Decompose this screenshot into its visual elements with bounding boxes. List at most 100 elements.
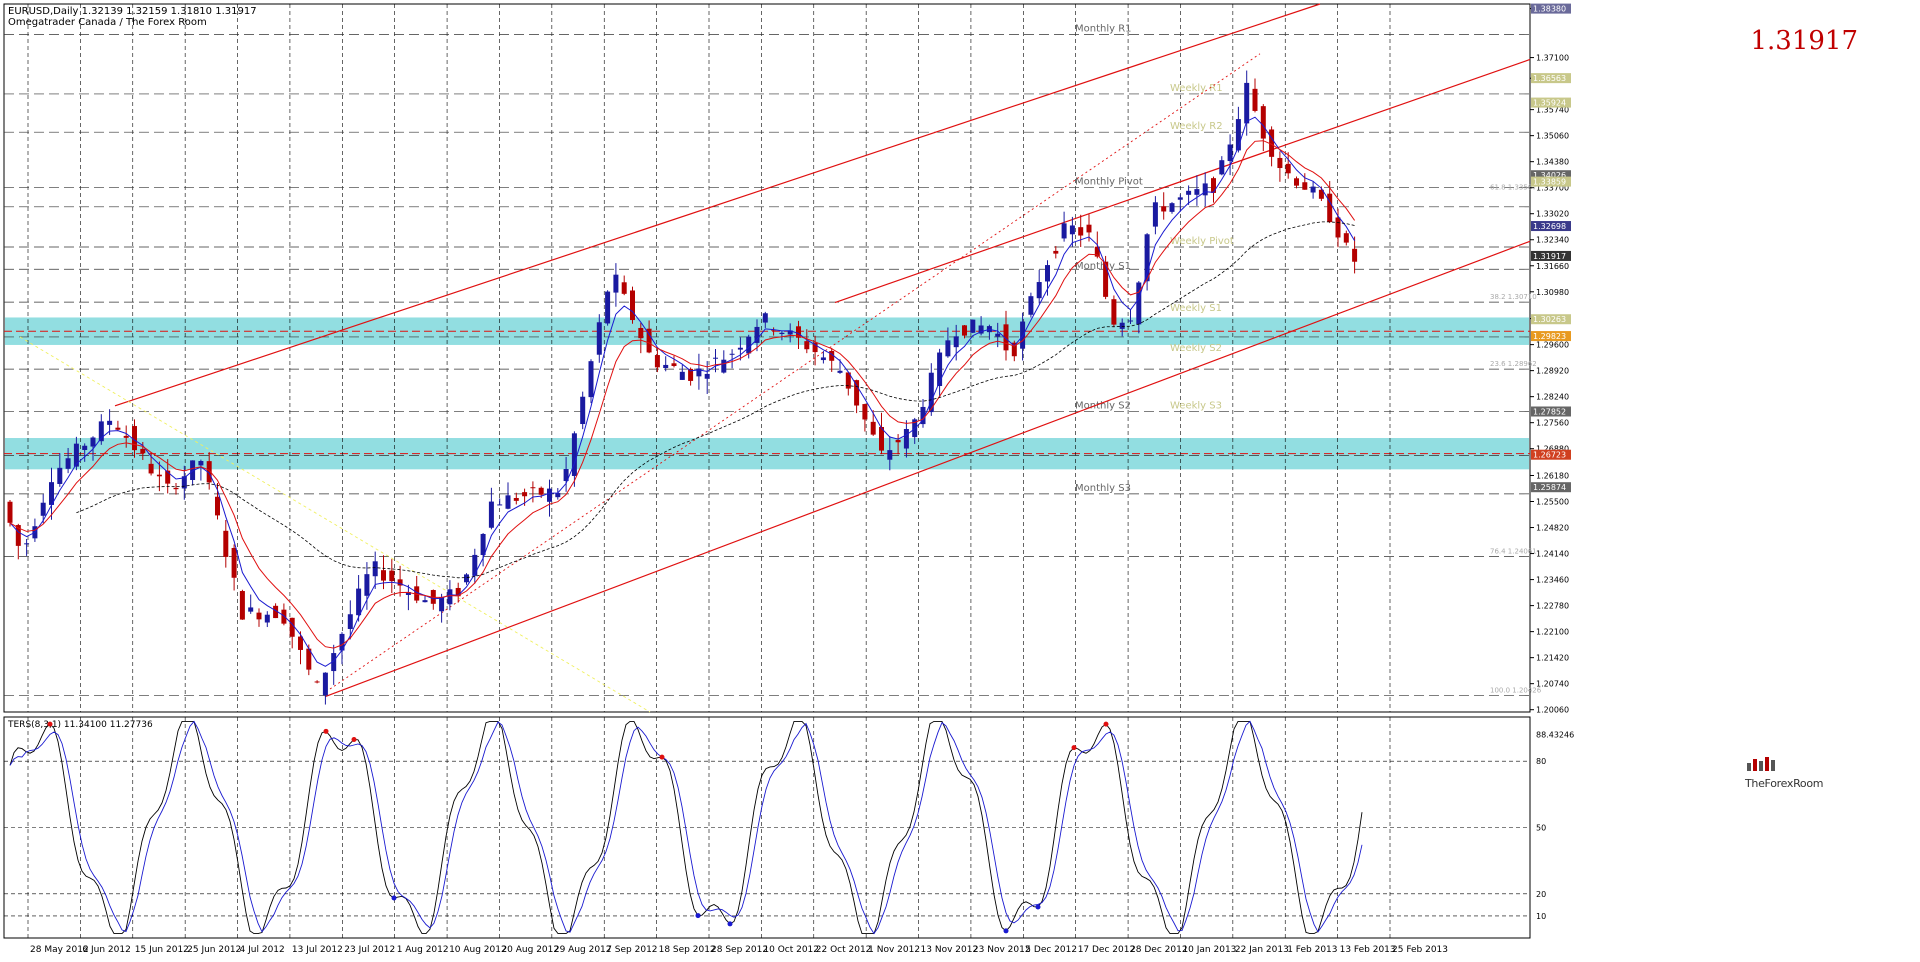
candle-body — [1069, 225, 1075, 235]
candle-body — [215, 496, 220, 516]
candle-body — [845, 372, 851, 389]
date-tick-label: 1 Aug 2012 — [397, 945, 449, 955]
pivot-label: Monthly S3 — [1075, 483, 1131, 494]
candle-body — [663, 364, 669, 369]
price-flag-label: 1.38380 — [1533, 5, 1566, 14]
date-tick-label: 10 Oct 2012 — [763, 945, 819, 955]
candle-body — [1028, 296, 1034, 315]
indicator-level-label: 88.43246 — [1536, 731, 1574, 740]
candle-body — [322, 672, 328, 696]
candle-body — [298, 636, 303, 650]
candle-body — [1169, 203, 1175, 212]
candle-body — [596, 322, 602, 355]
indicator-level-label: 80 — [1536, 757, 1546, 766]
candle-body — [422, 600, 428, 603]
date-tick-label: 28 Dec 2012 — [1130, 945, 1188, 955]
candle-body — [920, 406, 926, 425]
candle-body — [978, 325, 984, 334]
price-tick-label: 1.20060 — [1536, 706, 1569, 715]
candle-body — [1343, 233, 1349, 243]
date-tick-label: 29 Aug 2012 — [554, 945, 612, 955]
candle-body — [704, 373, 710, 379]
candle-body — [98, 421, 104, 442]
price-flag — [1531, 482, 1571, 493]
candle-body — [1352, 248, 1358, 262]
indicator-trough-dot — [695, 913, 701, 919]
price-tick-label: 1.21420 — [1536, 654, 1569, 663]
candle-body — [1128, 320, 1133, 322]
candle-body — [1227, 144, 1233, 162]
price-tick-label: 1.35740 — [1536, 106, 1569, 115]
date-tick-label: 13 Jul 2012 — [292, 945, 343, 955]
candle-body — [472, 554, 478, 576]
candle-body — [513, 497, 519, 501]
candle-body — [107, 420, 113, 425]
candle-body — [1219, 160, 1225, 175]
channel-dotted — [329, 53, 1261, 690]
candle-body — [679, 371, 685, 380]
candle-body — [1277, 157, 1283, 169]
symbol-header: EURUSD,Daily 1.32139 1.32159 1.31810 1.3… — [8, 6, 257, 17]
candle-body — [1269, 129, 1275, 157]
indicator-peak-dot — [659, 754, 665, 760]
price-tick-label: 1.24820 — [1536, 524, 1569, 533]
candle-body — [1294, 178, 1299, 186]
candle-body — [140, 448, 146, 454]
date-tick-label: 22 Jan 2013 — [1235, 945, 1289, 955]
candle-body — [306, 648, 312, 670]
candle-body — [1186, 190, 1192, 195]
candle-body — [405, 591, 411, 595]
date-tick-label: 15 Jun 2012 — [135, 945, 189, 955]
candle-body — [115, 427, 121, 430]
candle-body — [829, 350, 835, 361]
candle-body — [879, 426, 884, 451]
candle-body — [339, 633, 345, 651]
date-tick-label: 20 Aug 2012 — [501, 945, 559, 955]
candle-body — [796, 326, 801, 338]
price-flag — [1531, 3, 1571, 14]
candle-body — [464, 574, 469, 583]
candle-body — [1152, 202, 1158, 227]
fib-label: 61.8 1.33567 — [1490, 184, 1537, 192]
price-flag-label: 1.35924 — [1533, 99, 1566, 108]
candle-body — [671, 363, 677, 366]
candle-body — [1327, 193, 1333, 223]
sma-long-line — [76, 221, 1355, 579]
indicator-level-label: 10 — [1536, 912, 1546, 921]
pivot-label: Monthly Pivot — [1075, 177, 1143, 188]
candle-body — [165, 470, 171, 484]
price-tick-label: 1.22780 — [1536, 602, 1569, 611]
candle-body — [630, 290, 635, 321]
price-tick-label: 1.27560 — [1536, 419, 1569, 428]
candle-body — [522, 492, 528, 497]
price-flag — [1531, 406, 1571, 417]
date-tick-label: 5 Dec 2012 — [1025, 945, 1077, 955]
price-tick-label: 1.30980 — [1536, 288, 1569, 297]
candle-body — [1003, 324, 1009, 351]
candle-body — [1161, 206, 1167, 212]
candle-body — [1061, 223, 1067, 239]
candle-body — [820, 357, 826, 361]
candle-body — [1086, 224, 1092, 233]
candle-body — [223, 530, 229, 557]
price-tick-label: 1.22100 — [1536, 628, 1569, 637]
candle-body — [372, 561, 378, 577]
candle-body — [563, 469, 569, 482]
candle-body — [289, 617, 295, 637]
price-tick-label: 1.32340 — [1536, 236, 1569, 245]
candle-body — [887, 450, 893, 460]
price-flag-label: 1.36563 — [1533, 74, 1566, 83]
fib-label: 100.0 1.20426 — [1490, 687, 1542, 695]
price-flag-label: 1.32698 — [1533, 222, 1566, 231]
candle-body — [580, 396, 586, 425]
candle-body — [57, 467, 63, 484]
pivot-label: Monthly S2 — [1075, 401, 1131, 412]
candle-body — [256, 612, 262, 620]
price-tick-label: 1.28920 — [1536, 367, 1569, 376]
ema-slow-line — [9, 140, 1356, 649]
pivot-label: Weekly R2 — [1170, 121, 1223, 132]
date-tick-label: 1 Nov 2012 — [868, 945, 920, 955]
price-flag — [1531, 176, 1571, 187]
date-tick-label: 23 Nov 2012 — [973, 945, 1031, 955]
